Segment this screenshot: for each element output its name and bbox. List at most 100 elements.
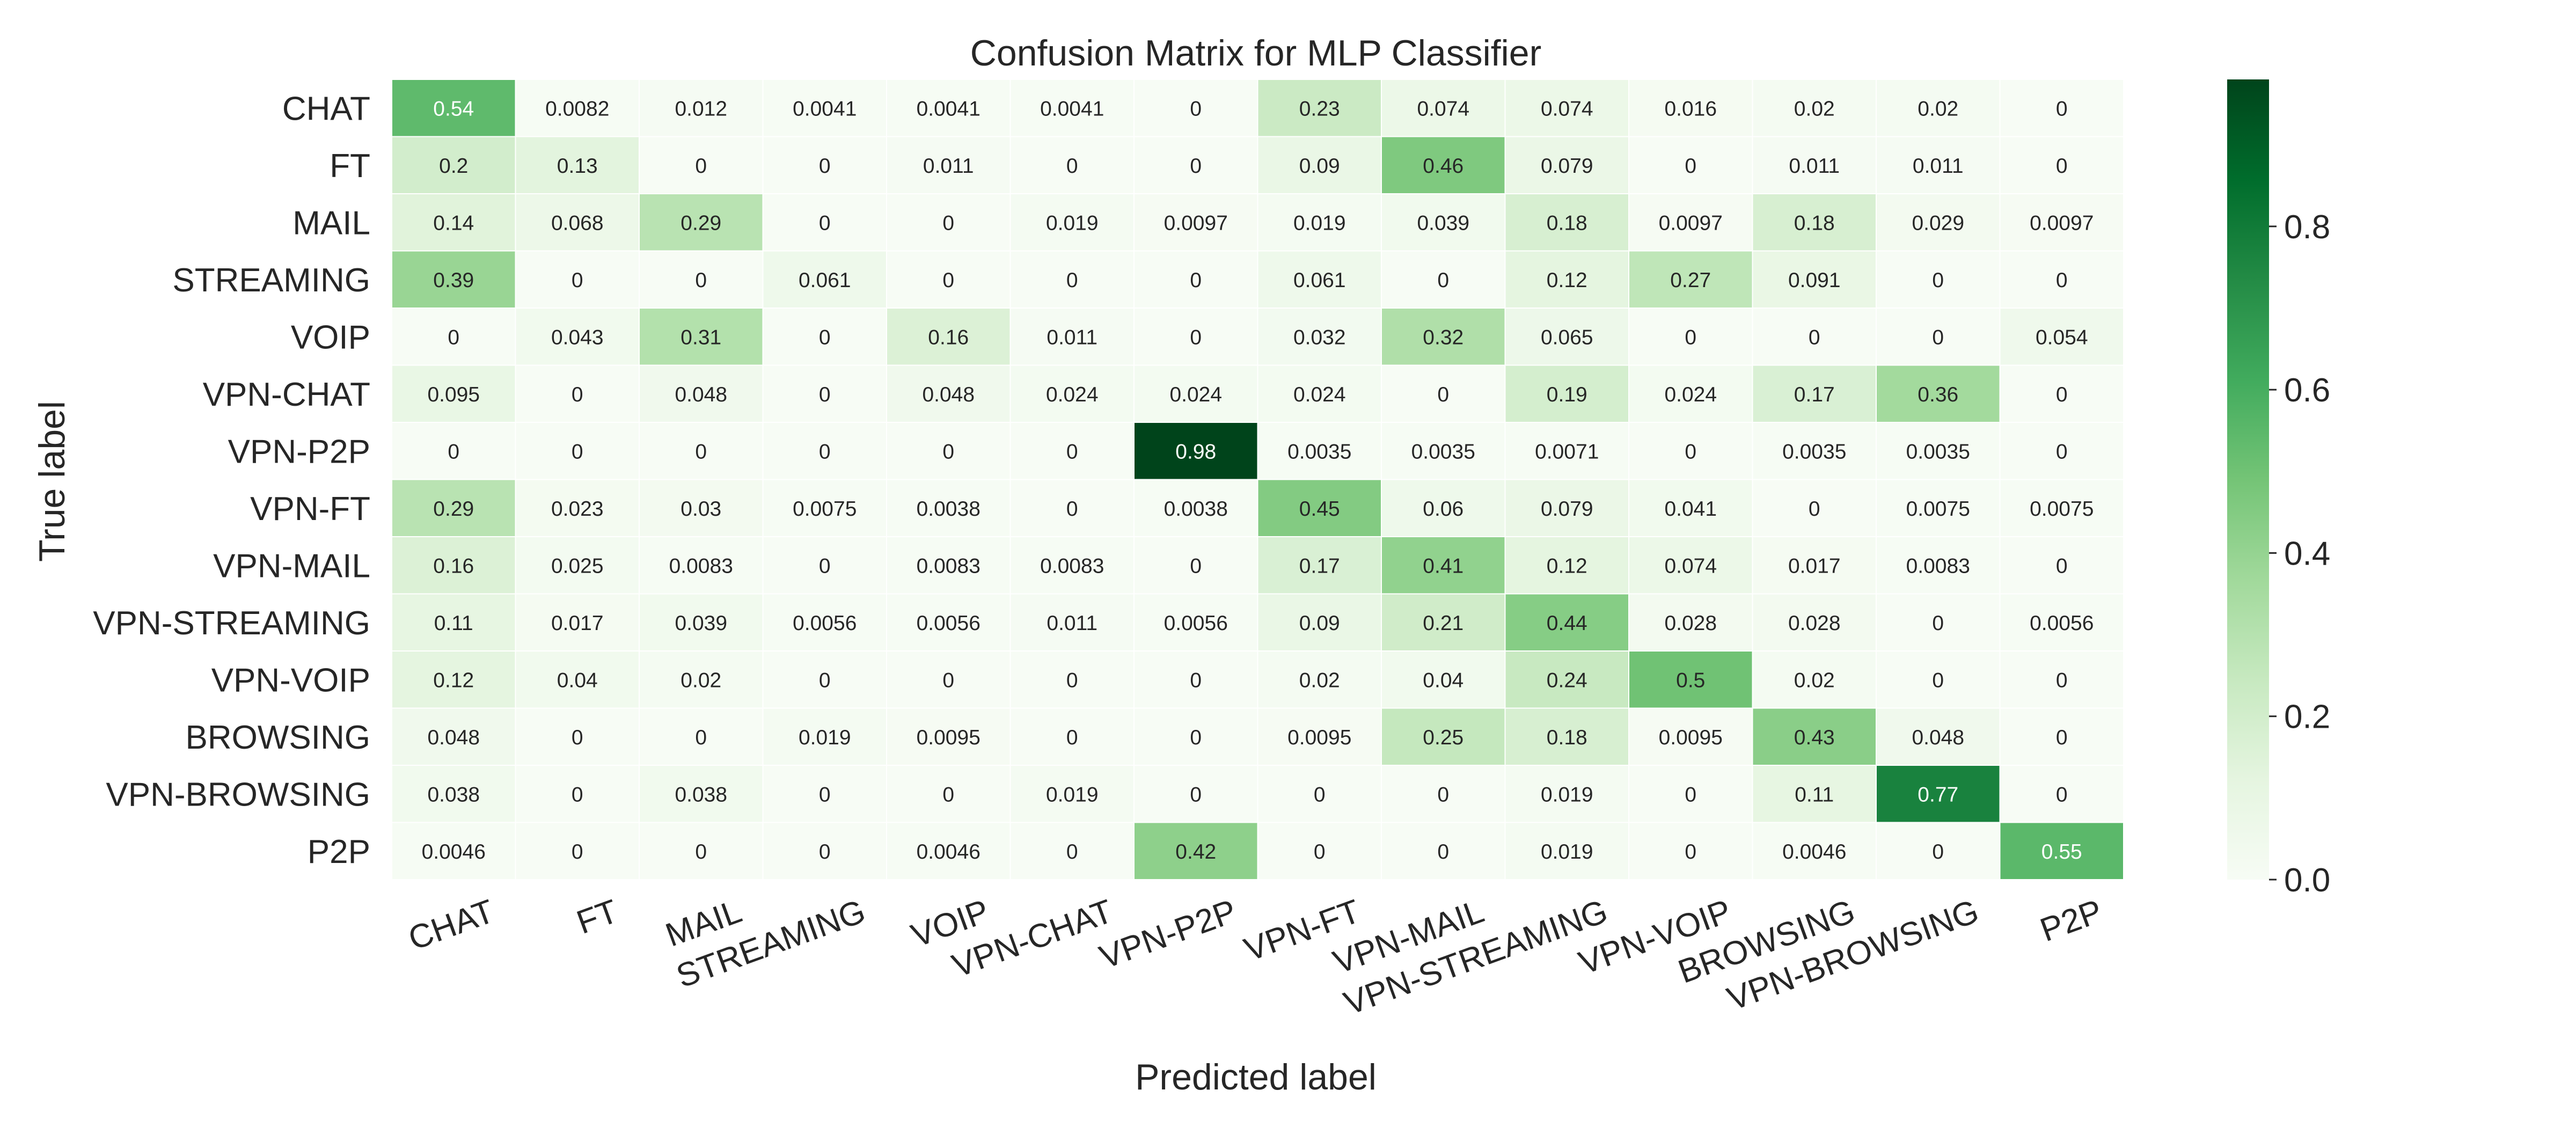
heatmap-cell-r6-c11 xyxy=(1752,422,1877,480)
heatmap-cell-r10-c9 xyxy=(1504,650,1629,709)
heatmap-cell-label-r13-c0: 0.0046 xyxy=(422,840,486,863)
heatmap-cell-label-r8-c9: 0.12 xyxy=(1547,554,1587,577)
y-tick-label-2: MAIL xyxy=(292,204,370,241)
heatmap-cell-r5-c10 xyxy=(1628,364,1753,423)
heatmap-cell-label-r3-c1: 0 xyxy=(572,269,583,292)
heatmap-cell-r6-c10 xyxy=(1628,422,1753,480)
heatmap-cell-r8-c5 xyxy=(1009,536,1135,595)
heatmap-cell-label-r11-c7: 0.0095 xyxy=(1287,726,1351,749)
heatmap-cell-label-r0-c5: 0.0041 xyxy=(1040,97,1104,120)
heatmap-cell-r6-c13 xyxy=(1999,422,2124,480)
heatmap-cell-r0-c3 xyxy=(762,79,887,137)
heatmap-cell-label-r13-c13: 0.55 xyxy=(2041,840,2082,863)
heatmap-cell-label-r10-c11: 0.02 xyxy=(1794,669,1835,692)
heatmap-cell-r7-c5 xyxy=(1009,479,1135,537)
heatmap-cell-r5-c4 xyxy=(886,364,1011,423)
y-tick-label-6: VPN-P2P xyxy=(228,433,370,470)
heatmap-cell-label-r7-c8: 0.06 xyxy=(1423,497,1463,521)
heatmap-cell-r7-c9 xyxy=(1504,479,1629,537)
heatmap-cell-label-r10-c2: 0.02 xyxy=(680,669,721,692)
heatmap-cell-label-r3-c4: 0 xyxy=(942,269,954,292)
heatmap-cell-label-r0-c11: 0.02 xyxy=(1794,97,1835,120)
heatmap-cell-label-r9-c13: 0.0056 xyxy=(2030,612,2094,635)
heatmap-cell-r4-c13 xyxy=(1999,308,2124,366)
colorbar-tick-label-1: 0.2 xyxy=(2284,699,2330,736)
heatmap-cell-label-r12-c0: 0.038 xyxy=(427,783,480,806)
heatmap-cell-label-r13-c6: 0.42 xyxy=(1175,840,1216,863)
heatmap-cell-label-r1-c8: 0.46 xyxy=(1423,155,1463,178)
heatmap-cell-label-r3-c6: 0 xyxy=(1190,269,1202,292)
colorbar-tick-label-3: 0.6 xyxy=(2284,372,2330,409)
heatmap-cell-label-r5-c10: 0.024 xyxy=(1664,383,1717,406)
heatmap-cell-r2-c6 xyxy=(1133,193,1258,252)
heatmap-cell-r8-c3 xyxy=(762,536,887,595)
heatmap-cell-label-r9-c12: 0 xyxy=(1932,612,1944,635)
heatmap-cell-r5-c13 xyxy=(1999,364,2124,423)
heatmap-cell-label-r4-c10: 0 xyxy=(1685,326,1696,349)
heatmap-cell-label-r5-c11: 0.17 xyxy=(1794,383,1835,406)
heatmap-cell-label-r7-c11: 0 xyxy=(1809,497,1820,521)
heatmap-cell-r6-c12 xyxy=(1876,422,2001,480)
y-tick-label-8: VPN-MAIL xyxy=(213,547,370,584)
heatmap-cell-r10-c7 xyxy=(1257,650,1382,709)
heatmap-cell-r6-c6 xyxy=(1133,422,1258,480)
heatmap-cell-label-r5-c4: 0.048 xyxy=(922,383,975,406)
heatmap-cell-label-r3-c12: 0 xyxy=(1932,269,1944,292)
heatmap-cell-label-r6-c2: 0 xyxy=(695,440,707,463)
heatmap-cell-label-r1-c3: 0 xyxy=(819,155,831,178)
heatmap-cell-label-r6-c9: 0.0071 xyxy=(1535,440,1599,463)
heatmap-cell-r1-c7 xyxy=(1257,136,1382,194)
heatmap-cell-label-r13-c9: 0.019 xyxy=(1541,840,1593,863)
heatmap-cell-r9-c1 xyxy=(515,593,640,652)
heatmap-cell-r7-c4 xyxy=(886,479,1011,537)
heatmap-cell-r1-c12 xyxy=(1876,136,2001,194)
heatmap-cell-r2-c11 xyxy=(1752,193,1877,252)
heatmap-cell-r6-c2 xyxy=(639,422,764,480)
heatmap-cell-r11-c1 xyxy=(515,707,640,766)
heatmap-cell-r2-c0 xyxy=(391,193,516,252)
y-tick-label-5: VPN-CHAT xyxy=(203,376,370,413)
heatmap-cell-label-r8-c0: 0.16 xyxy=(433,554,474,577)
heatmap-cell-label-r4-c4: 0.16 xyxy=(928,326,969,349)
heatmap-cell-label-r3-c3: 0.061 xyxy=(799,269,851,292)
heatmap-cell-label-r2-c10: 0.0097 xyxy=(1659,211,1723,235)
heatmap-cell-r11-c3 xyxy=(762,707,887,766)
heatmap-cell-r1-c13 xyxy=(1999,136,2124,194)
heatmap-cell-label-r0-c10: 0.016 xyxy=(1664,97,1717,120)
heatmap-cell-r12-c9 xyxy=(1504,765,1629,823)
heatmap-cell-r3-c12 xyxy=(1876,250,2001,309)
heatmap-cell-r3-c10 xyxy=(1628,250,1753,309)
heatmap-cell-r11-c13 xyxy=(1999,707,2124,766)
heatmap-cell-label-r3-c11: 0.091 xyxy=(1788,269,1841,292)
heatmap-cell-r13-c9 xyxy=(1504,822,1629,880)
heatmap-cell-label-r13-c4: 0.0046 xyxy=(917,840,980,863)
heatmap-cell-label-r9-c5: 0.011 xyxy=(1046,612,1097,635)
heatmap-cell-r11-c8 xyxy=(1381,707,1506,766)
heatmap-cell-label-r2-c4: 0 xyxy=(942,211,954,235)
heatmap-cell-label-r9-c8: 0.21 xyxy=(1423,612,1463,635)
heatmap-cell-label-r3-c13: 0 xyxy=(2056,269,2068,292)
heatmap-cell-label-r8-c10: 0.074 xyxy=(1664,554,1717,577)
heatmap-cell-r5-c8 xyxy=(1381,364,1506,423)
heatmap-cell-label-r7-c12: 0.0075 xyxy=(1906,497,1970,521)
colorbar-tick-label-4: 0.8 xyxy=(2284,209,2330,246)
heatmap-cell-r7-c0 xyxy=(391,479,516,537)
heatmap-cell-r2-c2 xyxy=(639,193,764,252)
heatmap-cell-r9-c4 xyxy=(886,593,1011,652)
heatmap-cell-label-r3-c8: 0 xyxy=(1437,269,1449,292)
heatmap-cell-label-r7-c0: 0.29 xyxy=(433,497,474,521)
heatmap-cell-label-r1-c10: 0 xyxy=(1685,155,1696,178)
heatmap-cell-label-r8-c4: 0.0083 xyxy=(917,554,980,577)
heatmap-cell-label-r4-c11: 0 xyxy=(1809,326,1820,349)
heatmap-cell-label-r9-c7: 0.09 xyxy=(1299,612,1340,635)
heatmap-cell-r9-c12 xyxy=(1876,593,2001,652)
heatmap-cell-label-r6-c3: 0 xyxy=(819,440,831,463)
heatmap-cell-label-r12-c3: 0 xyxy=(819,783,831,806)
heatmap-cell-label-r4-c0: 0 xyxy=(448,326,459,349)
y-axis-ticks: CHAT FT MAIL STREAMING VOIP VPN-CHAT VPN-P2P VP… xyxy=(93,90,370,870)
heatmap-cell-label-r3-c7: 0.061 xyxy=(1293,269,1346,292)
heatmap-cell-label-r5-c6: 0.024 xyxy=(1169,383,1222,406)
heatmap-cell-label-r1-c5: 0 xyxy=(1066,155,1078,178)
heatmap-cell-label-r4-c2: 0.31 xyxy=(680,326,721,349)
